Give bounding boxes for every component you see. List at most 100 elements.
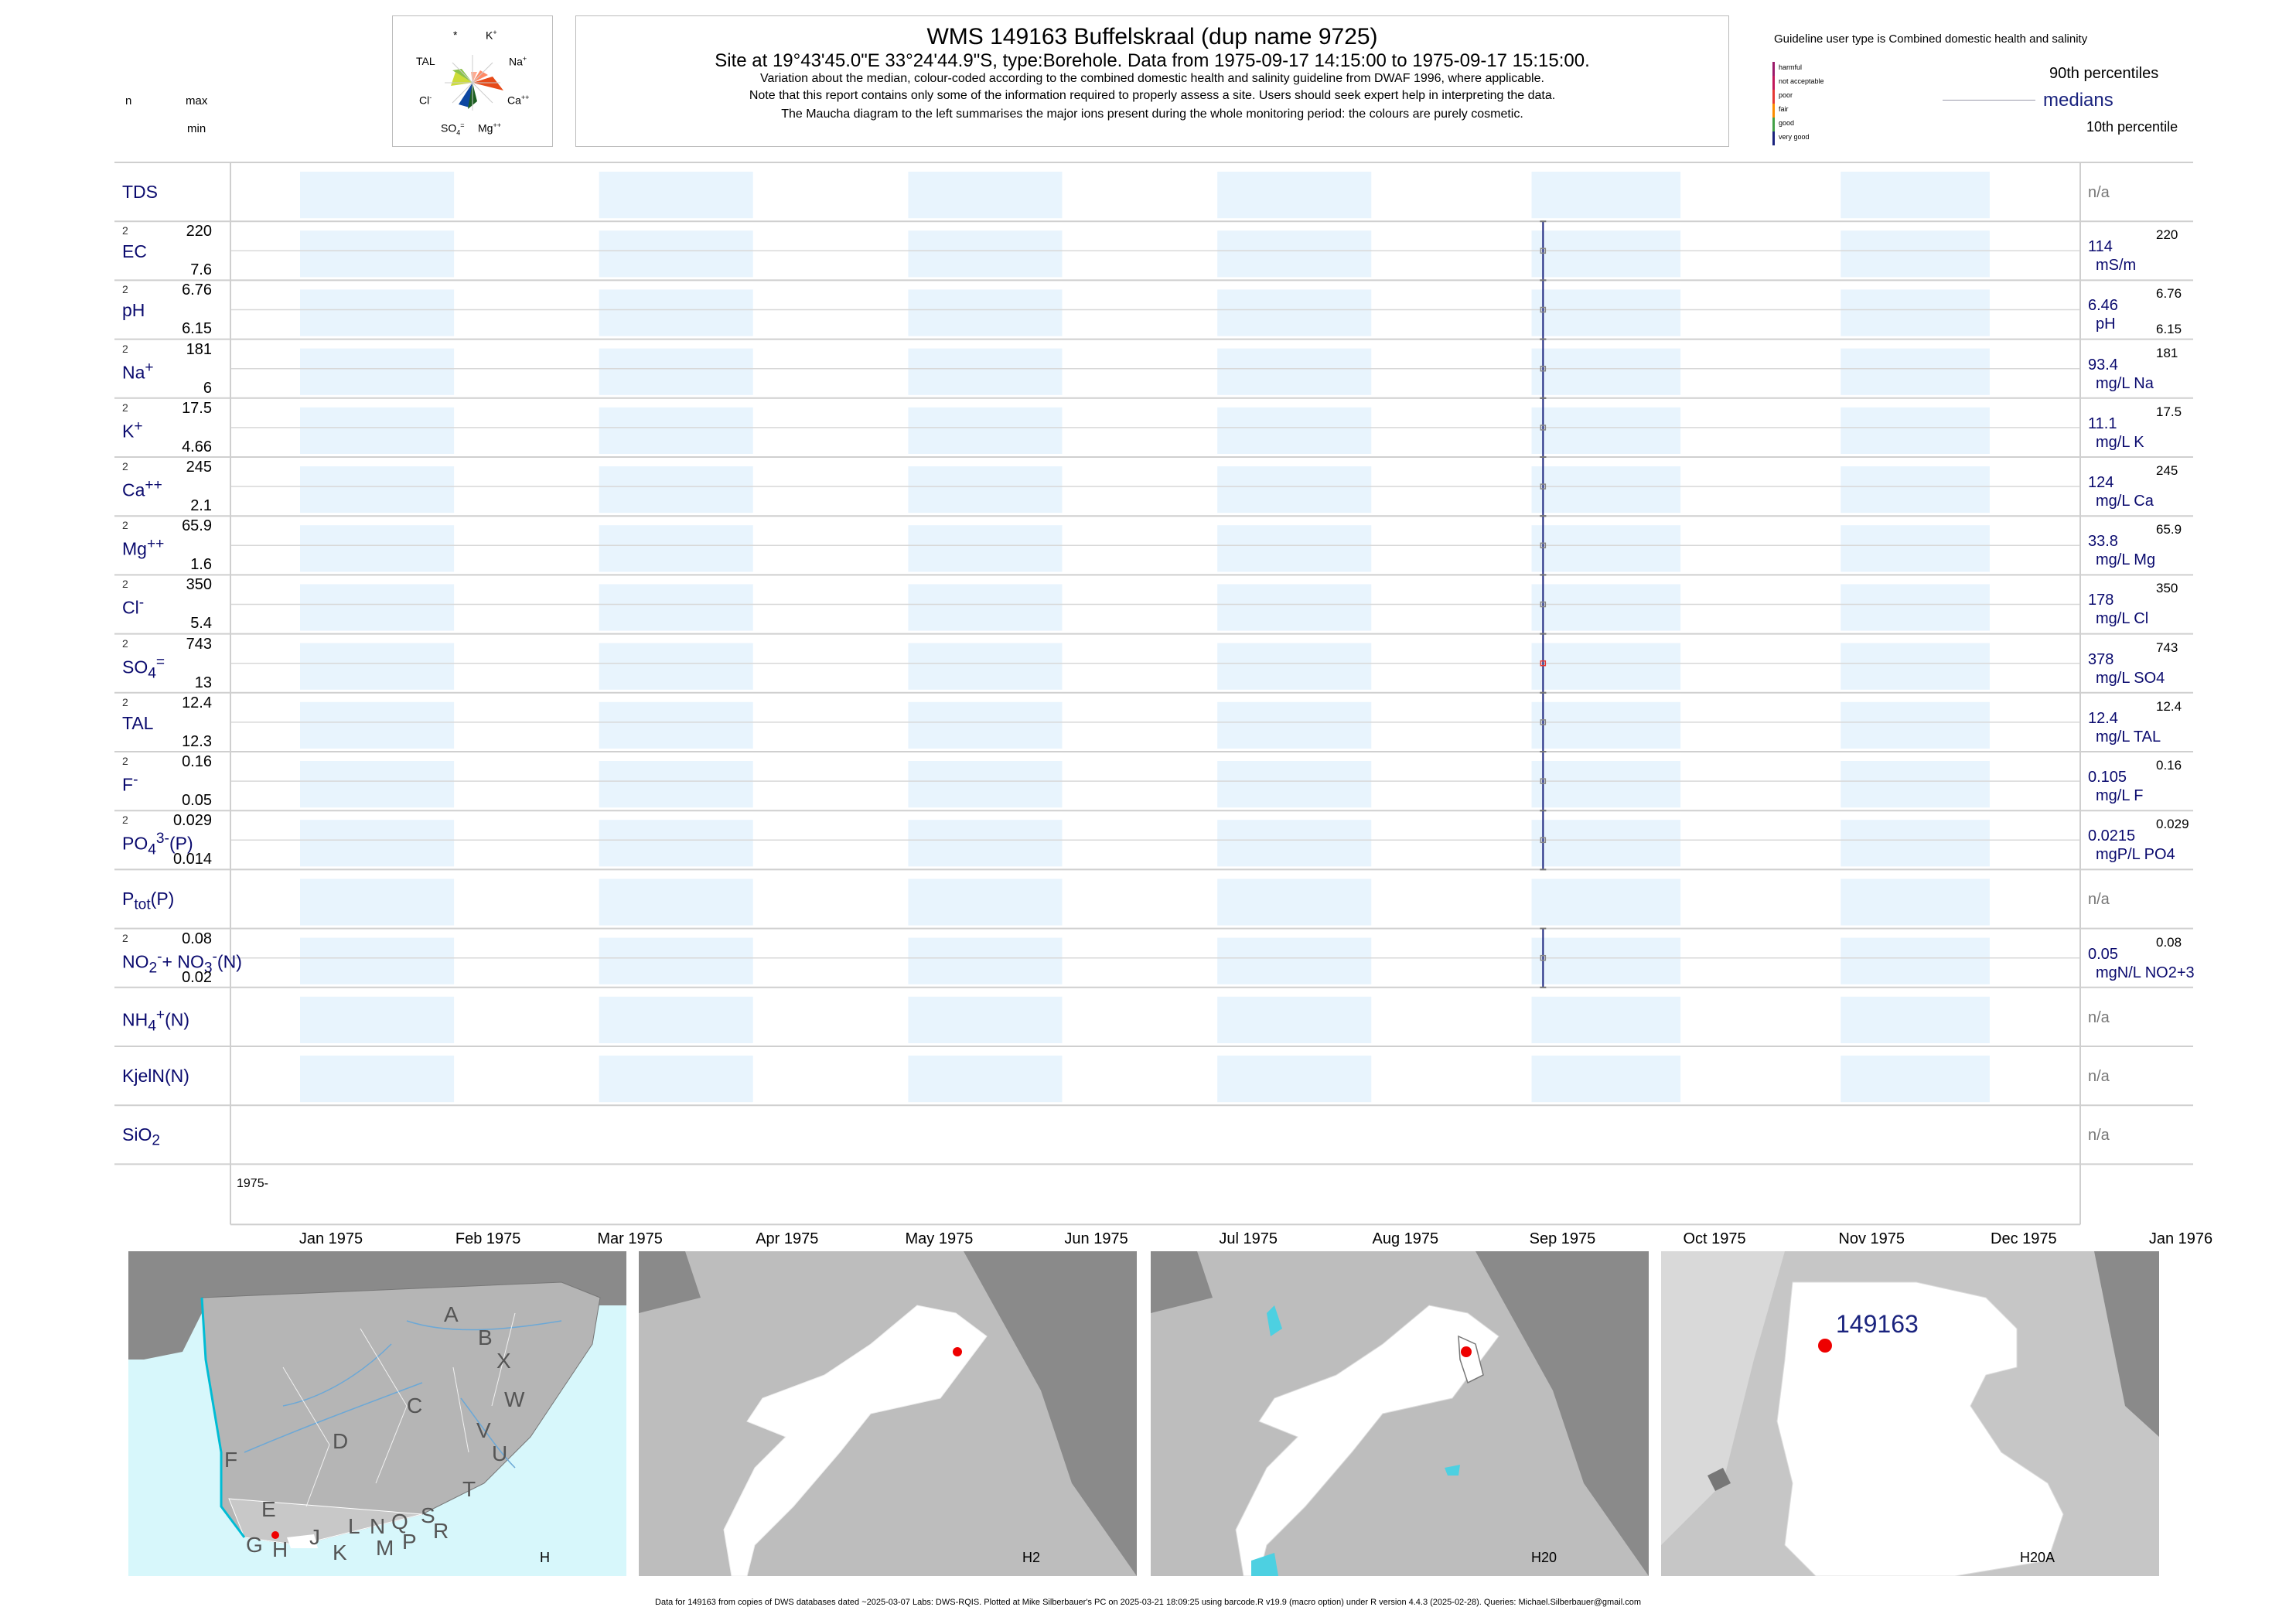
maucha-label-so4: SO4= <box>441 121 465 137</box>
guideline-level-label: harmful <box>1779 63 1803 71</box>
guideline-swatch <box>1772 90 1775 104</box>
row-median: 114 <box>2088 238 2113 256</box>
month-band <box>1217 230 1372 278</box>
row-label: SiO2 <box>122 1124 160 1149</box>
month-band <box>1217 289 1372 336</box>
row-na: n/a <box>2088 1127 2110 1145</box>
month-band <box>1217 348 1372 395</box>
row-unit: mg/L Mg <box>2096 551 2156 569</box>
row-right-max: 220 <box>2156 227 2178 243</box>
row-label: K+ <box>122 418 143 442</box>
month-band <box>908 701 1063 749</box>
maucha-label-k: K+ <box>486 29 497 42</box>
month-band <box>300 172 455 219</box>
month-band <box>300 761 455 808</box>
row-na: n/a <box>2088 184 2110 201</box>
row-label: Ptot(P) <box>122 889 175 913</box>
row-label: KjelN(N) <box>122 1066 189 1086</box>
month-band <box>300 230 455 278</box>
header-line-1: Variation about the median, colour-coded… <box>760 72 1544 85</box>
month-band <box>1841 584 1990 631</box>
month-band <box>599 761 753 808</box>
map-h20a-svg <box>1661 1251 2159 1576</box>
maucha-label-cl: Cl- <box>419 94 432 107</box>
month-band <box>908 996 1063 1043</box>
row-median: 124 <box>2088 474 2114 491</box>
month-band <box>1531 996 1681 1043</box>
row-label: F- <box>122 772 138 795</box>
map-label-h20: H20 <box>1531 1550 1557 1565</box>
month-band <box>599 525 753 572</box>
x-tick-label: Sep 1975 <box>1529 1230 1596 1248</box>
x-tick-label: Nov 1975 <box>1838 1230 1905 1248</box>
map-h20a: 149163 H20A <box>1661 1251 2159 1576</box>
row-min: 7.6 <box>190 261 212 279</box>
key-min: min <box>187 122 206 135</box>
map-h20a-site <box>1818 1339 1832 1353</box>
month-band <box>1217 701 1372 749</box>
month-band <box>1531 701 1681 749</box>
month-band <box>1531 584 1681 631</box>
row-max: 0.029 <box>172 812 212 830</box>
row-median: 33.8 <box>2088 533 2118 551</box>
row-unit: mgP/L PO4 <box>2096 846 2175 864</box>
map-h2: H2 <box>639 1251 1137 1576</box>
row-max: 65.9 <box>182 517 212 535</box>
sample-point <box>1540 247 1547 254</box>
row-max: 12.4 <box>182 694 212 711</box>
month-band <box>1217 937 1372 984</box>
month-band <box>599 996 753 1043</box>
month-band <box>1531 466 1681 513</box>
row-n: 2 <box>122 814 128 827</box>
month-band <box>1531 525 1681 572</box>
month-band <box>300 643 455 690</box>
row-unit: pH <box>2096 316 2116 333</box>
guideline-swatch <box>1772 62 1775 76</box>
map-regional-svg <box>128 1251 626 1548</box>
month-band <box>908 348 1063 395</box>
page-title: WMS 149163 Buffelskraal (dup name 9725) <box>926 24 1378 49</box>
sample-point <box>1540 542 1547 549</box>
guideline-level-label: good <box>1779 119 1795 127</box>
guideline-swatch <box>1772 131 1775 145</box>
month-band <box>1217 761 1372 808</box>
row-n: 2 <box>122 342 128 355</box>
header-line-3: The Maucha diagram to the left summarise… <box>781 107 1523 121</box>
row-unit: mg/L F <box>2096 787 2144 804</box>
sample-point <box>1540 483 1547 490</box>
row-max: 350 <box>186 576 212 594</box>
region-letter: G <box>246 1533 263 1557</box>
month-band <box>599 230 753 278</box>
x-tick-label: Apr 1975 <box>756 1230 819 1248</box>
guideline-level-label: poor <box>1779 91 1793 99</box>
month-band <box>599 937 753 984</box>
row-max: 17.5 <box>182 399 212 417</box>
maucha-petal-so4 <box>459 83 473 107</box>
maucha-petal-ca <box>473 77 503 90</box>
row-unit: mg/L K <box>2096 433 2144 451</box>
sample-point <box>1540 660 1547 667</box>
month-band <box>908 761 1063 808</box>
header-box: WMS 149163 Buffelskraal (dup name 9725) … <box>575 15 1729 147</box>
chart-svg <box>114 162 2193 1226</box>
map-h2-site <box>953 1347 962 1356</box>
row-right-max: 17.5 <box>2156 404 2182 419</box>
month-band <box>300 1056 455 1103</box>
month-band <box>300 525 455 572</box>
map-site-label: 149163 <box>1836 1310 1919 1338</box>
sample-point <box>1540 306 1547 313</box>
row-na: n/a <box>2088 1008 2110 1026</box>
row-max: 0.08 <box>182 930 212 947</box>
month-band <box>1841 996 1990 1043</box>
maucha-svg <box>445 55 503 111</box>
row-unit: mg/L Na <box>2096 374 2154 392</box>
row-min: 6.15 <box>182 320 212 338</box>
month-band <box>1531 230 1681 278</box>
row-min: 5.4 <box>190 615 212 633</box>
month-band <box>599 1056 753 1103</box>
row-min: 0.05 <box>182 792 212 809</box>
month-band <box>300 996 455 1043</box>
x-tick-label: Feb 1975 <box>455 1230 521 1248</box>
month-band <box>1841 820 1990 867</box>
row-min: 6 <box>203 379 212 397</box>
